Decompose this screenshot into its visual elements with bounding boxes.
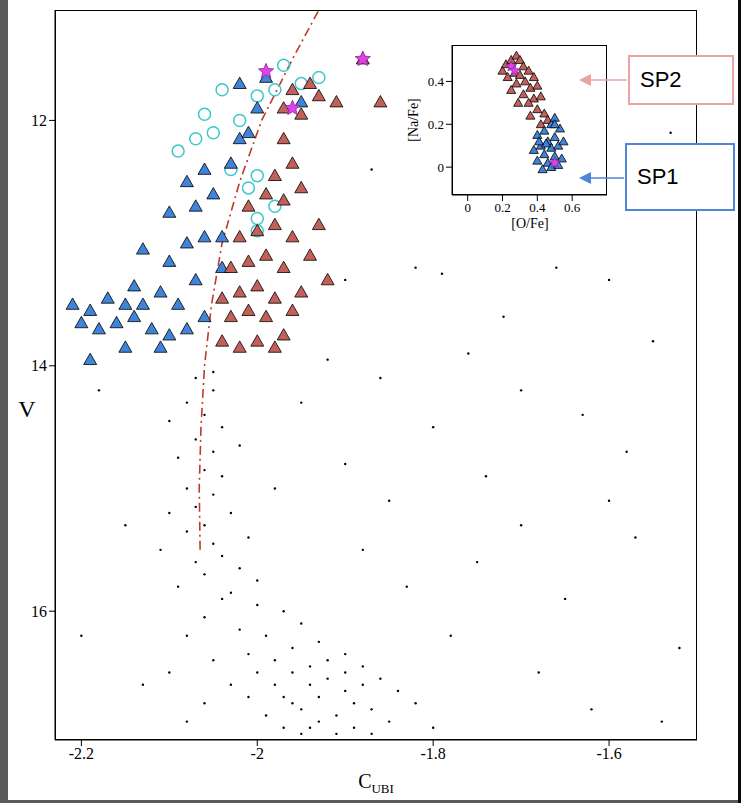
html-text:CUBI: CUBI [358,770,394,796]
svg-text:0.6: 0.6 [564,200,581,215]
svg-text:14: 14 [31,357,47,374]
html-text:[O/Fe]: [O/Fe] [511,216,549,231]
html-text:V: V [18,396,36,422]
html-text:[Na/Fe]: [Na/Fe] [406,98,421,142]
svg-text:-2: -2 [251,745,264,762]
svg-text:0: 0 [438,160,445,175]
svg-text:-1.8: -1.8 [421,745,446,762]
svg-text:12: 12 [31,112,47,129]
svg-text:-2.2: -2.2 [69,745,94,762]
svg-text:16: 16 [31,603,47,620]
html-text:SP2: SP2 [640,67,682,92]
svg-text:0.2: 0.2 [428,117,444,132]
svg-text:0.2: 0.2 [494,200,510,215]
svg-text:0.4: 0.4 [428,74,445,89]
html-text:SP1: SP1 [637,164,679,189]
svg-text:0: 0 [464,200,471,215]
svg-text:0.4: 0.4 [529,200,546,215]
svg-text:-1.6: -1.6 [596,745,621,762]
